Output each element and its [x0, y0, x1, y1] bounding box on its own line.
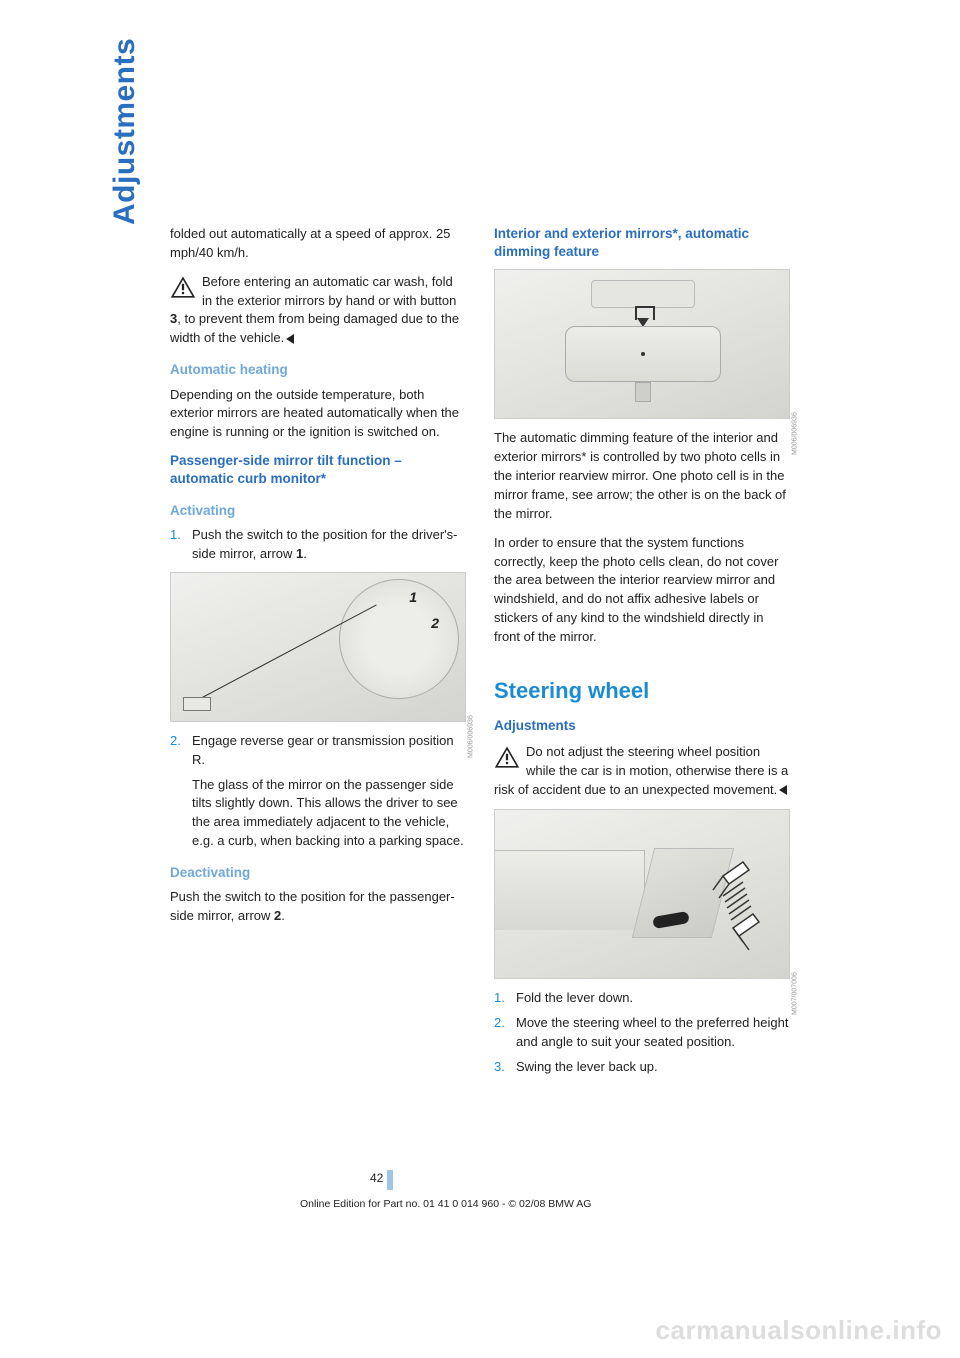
figure-mirror-switch: 1 2 M006/006936	[170, 572, 466, 722]
heading-automatic-heating: Automatic heating	[170, 360, 466, 380]
step-text: Fold the lever down.	[516, 989, 790, 1008]
end-mark-icon	[286, 334, 294, 344]
list-item: 2. Engage reverse gear or transmission p…	[170, 732, 466, 851]
step-number: 2.	[494, 1014, 516, 1052]
heading-passenger-tilt: Passenger-side mirror tilt function – au…	[170, 452, 466, 488]
step-number: 2.	[170, 732, 192, 851]
step-text: Swing the lever back up.	[516, 1058, 790, 1077]
autoheat-body: Depending on the outside temperature, bo…	[170, 386, 466, 443]
list-item: 3. Swing the lever back up.	[494, 1058, 790, 1077]
dimming-body-2: In order to ensure that the system funct…	[494, 534, 790, 647]
left-column: folded out automatically at a speed of a…	[170, 225, 466, 1085]
activating-steps-2: 2. Engage reverse gear or transmission p…	[170, 732, 466, 851]
step1-text-c: .	[303, 546, 307, 561]
step2-text-a: Engage reverse gear or transmission posi…	[192, 733, 454, 767]
warning2-text: Do not adjust the steering wheel positio…	[494, 744, 788, 797]
heading-steering-wheel: Steering wheel	[494, 675, 790, 707]
deact-c: .	[281, 908, 285, 923]
deact-a: Push the switch to the position for the …	[170, 889, 455, 923]
warning-carwash: Before entering an automatic car wash, f…	[170, 273, 466, 348]
watermark: carmanualsonline.info	[656, 1315, 942, 1346]
heading-activating: Activating	[170, 501, 466, 521]
warning-text-a: Before entering an automatic car wash, f…	[202, 274, 456, 308]
warning-text-c: , to prevent them from being damaged due…	[170, 311, 459, 345]
step-text: Move the steering wheel to the preferred…	[516, 1014, 790, 1052]
step-number: 3.	[494, 1058, 516, 1077]
section-title-vertical: Adjustments	[108, 38, 142, 225]
step2-sub: The glass of the mirror on the passenger…	[192, 776, 466, 851]
figure-rearview-mirror: M006/006936	[494, 269, 790, 419]
page-number-bar	[387, 1170, 393, 1190]
end-mark-icon	[779, 785, 787, 795]
list-item: 2. Move the steering wheel to the prefer…	[494, 1014, 790, 1052]
footer-text: Online Edition for Part no. 01 41 0 014 …	[300, 1198, 591, 1210]
list-item: 1. Fold the lever down.	[494, 989, 790, 1008]
deactivating-body: Push the switch to the position for the …	[170, 888, 466, 926]
dimming-body-1: The automatic dimming feature of the int…	[494, 429, 790, 523]
step1-text-a: Push the switch to the position for the …	[192, 527, 458, 561]
figure-label: M007/007006	[791, 972, 801, 1015]
figure-steering-lever: M007/007006	[494, 809, 790, 979]
page-content: folded out automatically at a speed of a…	[170, 225, 790, 1085]
list-item: 1. Push the switch to the position for t…	[170, 526, 466, 564]
step-number: 1.	[170, 526, 192, 564]
intro-text: folded out automatically at a speed of a…	[170, 225, 466, 263]
step-number: 1.	[494, 989, 516, 1008]
figure-label: M006/006936	[791, 412, 801, 455]
heading-deactivating: Deactivating	[170, 863, 466, 883]
heading-interior-mirrors: Interior and exterior mirrors*, automati…	[494, 225, 790, 261]
heading-adjustments: Adjustments	[494, 717, 790, 735]
page-number: 42	[370, 1170, 383, 1185]
warning-steering: Do not adjust the steering wheel positio…	[494, 743, 790, 800]
page-number-block: 42	[370, 1170, 393, 1190]
figure-label: M006/006936	[467, 715, 477, 758]
warning-icon	[494, 745, 520, 769]
activating-steps: 1. Push the switch to the position for t…	[170, 526, 466, 564]
right-column: Interior and exterior mirrors*, automati…	[494, 225, 790, 1085]
steering-steps: 1. Fold the lever down. 2. Move the stee…	[494, 989, 790, 1076]
warning-icon	[170, 275, 196, 299]
